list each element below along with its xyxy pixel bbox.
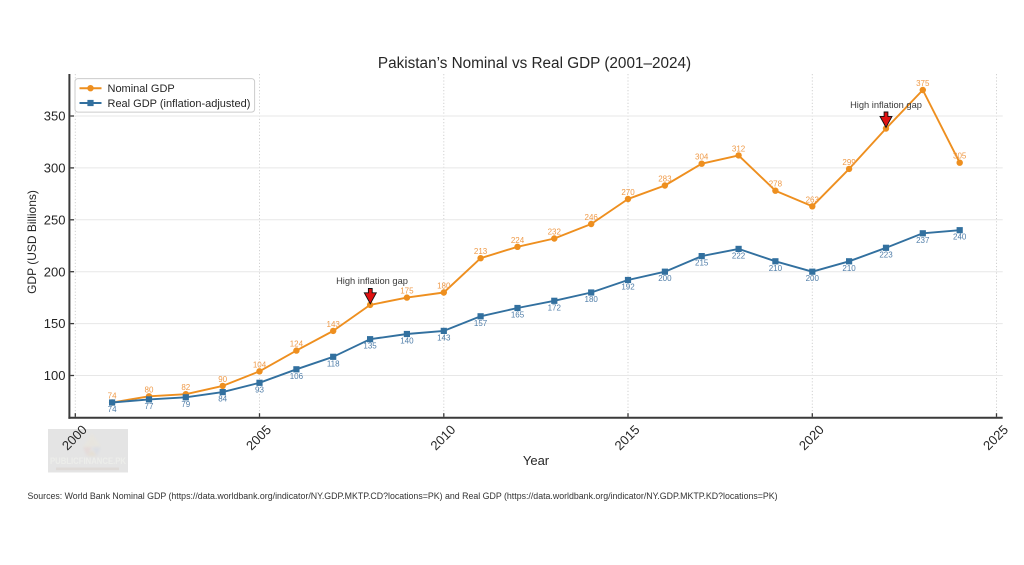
svg-text:High inflation gap: High inflation gap <box>850 100 922 110</box>
svg-text:93: 93 <box>255 385 264 394</box>
svg-text:84: 84 <box>218 395 227 404</box>
svg-text:200: 200 <box>658 274 672 283</box>
svg-text:Pakistan’s Nominal vs Real GDP: Pakistan’s Nominal vs Real GDP (2001–202… <box>378 55 691 72</box>
svg-text:299: 299 <box>842 158 856 167</box>
svg-text:213: 213 <box>474 247 488 256</box>
svg-text:375: 375 <box>916 79 930 88</box>
svg-text:350: 350 <box>44 109 66 124</box>
svg-text:82: 82 <box>181 383 190 392</box>
svg-text:192: 192 <box>621 283 635 292</box>
svg-text:237: 237 <box>916 236 930 245</box>
svg-text:118: 118 <box>327 359 340 368</box>
svg-text:172: 172 <box>548 303 562 312</box>
svg-text:150: 150 <box>44 316 66 331</box>
svg-text:High inflation gap: High inflation gap <box>336 276 408 286</box>
svg-text:143: 143 <box>327 320 341 329</box>
svg-text:79: 79 <box>181 400 190 409</box>
svg-text:246: 246 <box>585 213 599 222</box>
svg-text:215: 215 <box>695 259 709 268</box>
svg-text:300: 300 <box>44 161 66 176</box>
svg-text:124: 124 <box>290 340 304 349</box>
svg-text:305: 305 <box>953 152 967 161</box>
svg-text:74: 74 <box>108 392 117 401</box>
svg-text:283: 283 <box>658 175 672 184</box>
svg-text:210: 210 <box>769 264 783 273</box>
svg-text:232: 232 <box>548 228 562 237</box>
svg-text:263: 263 <box>806 195 820 204</box>
svg-text:77: 77 <box>145 402 154 411</box>
svg-text:240: 240 <box>953 233 967 242</box>
svg-text:270: 270 <box>621 188 635 197</box>
svg-text:312: 312 <box>732 144 746 153</box>
svg-text:157: 157 <box>474 319 488 328</box>
svg-text:175: 175 <box>400 287 414 296</box>
svg-text:143: 143 <box>437 333 451 342</box>
svg-text:74: 74 <box>108 405 117 414</box>
svg-text:100: 100 <box>44 368 66 383</box>
svg-text:Nominal GDP: Nominal GDP <box>108 83 175 95</box>
svg-text:200: 200 <box>44 264 66 279</box>
svg-text:278: 278 <box>769 180 783 189</box>
svg-text:210: 210 <box>842 264 856 273</box>
svg-text:90: 90 <box>218 375 227 384</box>
svg-text:304: 304 <box>695 153 709 162</box>
svg-text:106: 106 <box>290 372 304 381</box>
svg-text:180: 180 <box>585 295 599 304</box>
svg-text:250: 250 <box>44 212 66 227</box>
svg-text:104: 104 <box>253 360 267 369</box>
svg-text:200: 200 <box>806 274 820 283</box>
svg-text:140: 140 <box>400 337 414 346</box>
svg-text:223: 223 <box>879 250 893 259</box>
svg-text:Year: Year <box>523 453 550 468</box>
svg-text:Sources: World Bank Nominal GD: Sources: World Bank Nominal GDP (https:/… <box>28 491 778 501</box>
svg-text:GDP (USD Billions): GDP (USD Billions) <box>25 190 39 294</box>
svg-text:80: 80 <box>145 385 154 394</box>
svg-text:165: 165 <box>511 311 525 320</box>
svg-text:Real GDP (inflation-adjusted): Real GDP (inflation-adjusted) <box>108 98 251 110</box>
svg-text:224: 224 <box>511 236 525 245</box>
svg-text:PUBLICFINANCE.PK: PUBLICFINANCE.PK <box>50 456 126 467</box>
svg-text:180: 180 <box>437 282 451 291</box>
svg-text:135: 135 <box>363 342 377 351</box>
svg-text:222: 222 <box>732 251 746 260</box>
